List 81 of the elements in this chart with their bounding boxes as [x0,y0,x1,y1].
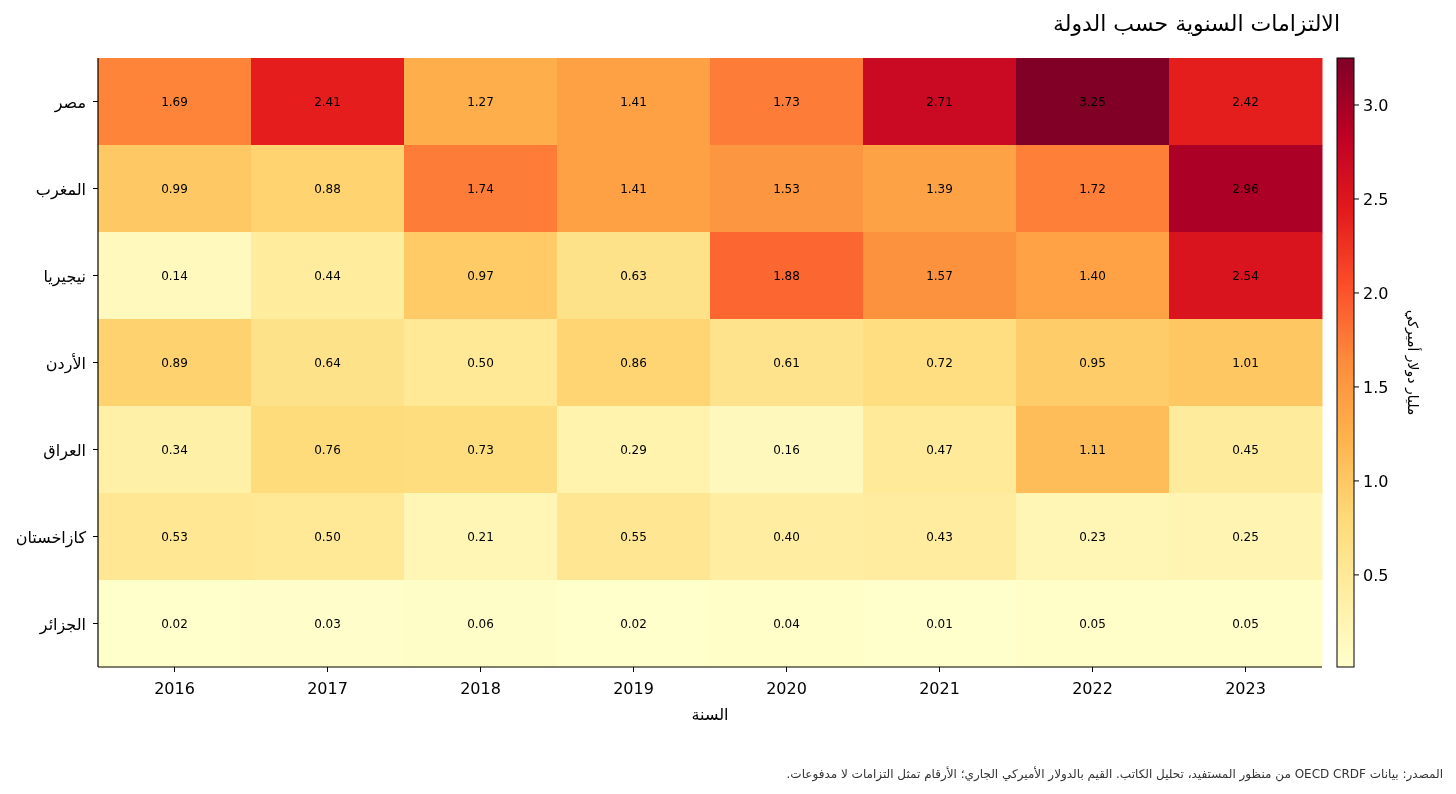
data-label: 2.54 [1232,268,1259,283]
data-label: 0.06 [467,616,494,631]
x-tick-label: 2019 [613,679,654,698]
data-label: 0.21 [467,529,494,544]
data-label: 0.89 [161,355,188,370]
data-label: 1.53 [773,181,800,196]
x-tick-label: 2016 [154,679,195,698]
x-tick-label: 2022 [1072,679,1113,698]
color-bar-label: 2.5 [1363,189,1389,209]
data-label: 1.73 [773,94,800,109]
data-label: 1.41 [620,94,647,109]
data-label: 0.14 [161,268,188,283]
data-label: 0.95 [1079,355,1106,370]
x-tick-label: 2020 [766,679,807,698]
data-label: 0.53 [161,529,188,544]
x-tick-label: 2017 [307,679,348,698]
data-label: 1.40 [1079,268,1106,283]
data-label: 0.43 [926,529,953,544]
data-label: 0.05 [1079,616,1106,631]
color-bar-title: مليار دولار أميركي [1404,309,1422,416]
color-bar-label: 3.0 [1363,95,1389,115]
data-label: 0.88 [314,181,341,196]
data-label: 0.45 [1232,442,1259,457]
data-label: 0.40 [773,529,800,544]
text: المصدر: بيانات OECD CRDF من منظور المستفيد، تحليل الكاتب. القيم بالدولار الأميركي الجاري؛ الأرقام تمثل التزامات لا مدفوعات. [786,766,1443,782]
data-label: 2.96 [1232,181,1259,196]
data-label: 2.71 [926,94,953,109]
data-label: 1.11 [1079,442,1106,457]
data-label: 3.25 [1079,94,1106,109]
data-label: 1.27 [467,94,494,109]
data-label: 0.03 [314,616,341,631]
x-tick-label: 2018 [460,679,501,698]
data-label: 0.99 [161,181,188,196]
data-label: 0.47 [926,442,953,457]
data-label: 0.97 [467,268,494,283]
data-label: 2.41 [314,94,341,109]
data-label: 0.34 [161,442,188,457]
data-label: 1.88 [773,268,800,283]
data-label: 1.01 [1232,355,1259,370]
color-bar-label: 0.5 [1363,565,1389,585]
y-tick-label: العراق [43,440,86,461]
color-bar-label: 1.0 [1363,471,1389,491]
data-label: 0.55 [620,529,647,544]
data-label: 0.64 [314,355,341,370]
data-label: 2.42 [1232,94,1259,109]
y-tick-label: الجزائر [38,614,86,635]
data-label: 0.02 [161,616,188,631]
data-label: 0.25 [1232,529,1259,544]
y-tick-label: المغرب [35,179,86,200]
color-bar-label: 1.5 [1363,377,1389,397]
color-bar-label: 2.0 [1363,283,1389,303]
x-tick-label: 2023 [1225,679,1266,698]
y-tick-label: نيجيريا [43,266,86,287]
data-label: 1.69 [161,94,188,109]
data-label: 0.16 [773,442,800,457]
data-label: 0.76 [314,442,341,457]
data-label: 0.44 [314,268,341,283]
chart-title: الالتزامات السنوية حسب الدولة [1052,11,1340,36]
data-label: 0.73 [467,442,494,457]
data-label: 0.86 [620,355,647,370]
data-label: 0.50 [314,529,341,544]
data-label: 1.72 [1079,181,1106,196]
data-label: 0.63 [620,268,647,283]
data-label: 0.01 [926,616,953,631]
y-tick-label: كازاخستان [15,527,87,548]
data-label: 1.74 [467,181,494,196]
data-label: 0.29 [620,442,647,457]
data-label: 1.41 [620,181,647,196]
x-tick-label: 2021 [919,679,960,698]
data-label: 0.04 [773,616,800,631]
data-label: 0.72 [926,355,953,370]
data-label: 0.02 [620,616,647,631]
data-label: 0.50 [467,355,494,370]
data-label: 1.57 [926,268,953,283]
y-tick-label: الأردن [45,352,86,374]
data-label: 0.61 [773,355,800,370]
y-tick-label: مصر [53,92,86,113]
x-axis-title: السنة [691,705,729,724]
data-label: 0.23 [1079,529,1106,544]
data-label: 1.39 [926,181,953,196]
data-label: 0.05 [1232,616,1259,631]
